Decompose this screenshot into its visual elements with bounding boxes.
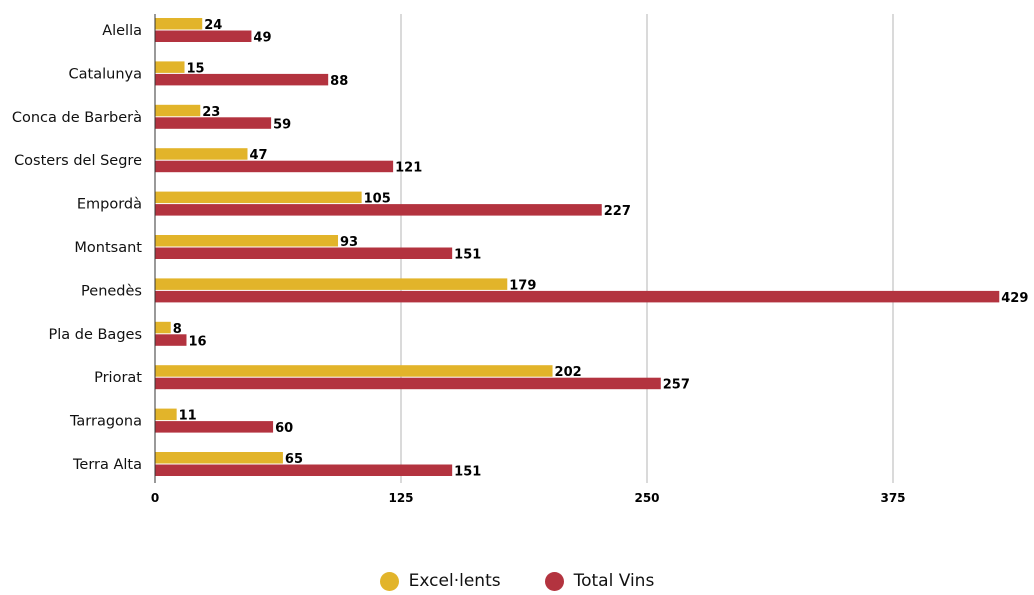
category-label-catalunya: Catalunya [69,66,142,82]
value-label-total-vins-priorat: 257 [663,378,690,393]
value-label-excel-lents-conca-de-barbera: 23 [202,105,220,120]
category-label-costers-del-segre: Costers del Segre [14,153,142,169]
value-label-total-vins-catalunya: 88 [330,74,348,89]
x-tick-label-125: 125 [388,491,413,505]
value-label-excel-lents-emporda: 105 [364,192,391,207]
category-label-alella: Alella [102,23,142,39]
category-label-tarragona: Tarragona [69,414,142,430]
value-label-excel-lents-montsant: 93 [340,235,358,250]
category-label-emporda: Empordà [77,197,142,213]
value-label-excel-lents-pla-de-bages: 8 [173,322,182,337]
bar-total-vins-priorat [155,377,661,390]
bar-total-vins-penedes [155,290,1000,303]
bar-total-vins-alella [155,30,252,42]
value-label-excel-lents-terra-alta: 65 [285,452,303,467]
value-label-total-vins-terra-alta: 151 [454,465,481,480]
bar-excel-lents-costers-del-segre [155,148,248,160]
legend-label-excellents: Excel·lents [408,571,501,591]
bar-excel-lents-penedes [155,278,508,290]
bars [155,18,1000,476]
bar-excel-lents-emporda [155,191,362,204]
value-label-total-vins-penedes: 429 [1001,291,1028,306]
bar-total-vins-pla-de-bages [155,334,187,346]
bar-excel-lents-terra-alta [155,452,283,464]
bar-excel-lents-priorat [155,365,553,377]
category-label-pla-de-bages: Pla de Bages [48,327,142,343]
x-tick-label-0: 0 [151,491,159,505]
x-tick-label-375: 375 [880,491,905,505]
value-label-excel-lents-costers-del-segre: 47 [249,148,267,163]
x-tick-label-250: 250 [634,491,659,505]
bar-excel-lents-alella [155,18,203,30]
category-label-priorat: Priorat [94,370,142,386]
value-label-total-vins-conca-de-barbera: 59 [273,117,291,132]
legend-item-total-vins: Total Vins [544,571,655,591]
legend-item-excellents: Excel·lents [379,571,501,591]
legend: Excel·lents Total Vins [0,567,1034,595]
legend-dot-total-vins [544,571,564,591]
bar-total-vins-conca-de-barbera [155,117,272,129]
value-label-total-vins-alella: 49 [253,31,271,46]
bar-excel-lents-pla-de-bages [155,321,171,334]
bar-excel-lents-montsant [155,235,339,247]
bar-total-vins-terra-alta [155,464,453,476]
value-label-excel-lents-penedes: 179 [509,278,536,293]
value-label-total-vins-emporda: 227 [604,204,631,219]
bar-total-vins-catalunya [155,73,329,86]
category-label-terra-alta: Terra Alta [72,457,142,473]
legend-label-total-vins: Total Vins [573,571,655,591]
value-label-excel-lents-tarragona: 11 [179,409,197,424]
bar-excel-lents-catalunya [155,61,185,73]
value-label-total-vins-montsant: 151 [454,248,481,263]
bar-total-vins-costers-del-segre [155,160,394,173]
value-label-excel-lents-alella: 24 [204,18,222,33]
bar-excel-lents-tarragona [155,408,177,421]
bar-total-vins-emporda [155,204,602,216]
labels: 0 125 250 375 Alella 24 49 Catalunya 15 88 Conca d… [12,18,1029,505]
value-label-excel-lents-priorat: 202 [555,365,582,380]
value-label-total-vins-costers-del-segre: 121 [395,161,422,176]
bar-excel-lents-conca-de-barbera [155,104,201,117]
value-label-total-vins-tarragona: 60 [275,421,293,436]
legend-dot-excellents [379,571,399,591]
bar-total-vins-tarragona [155,421,274,433]
category-label-conca-de-barbera: Conca de Barberà [12,110,142,126]
value-label-total-vins-pla-de-bages: 16 [188,334,206,349]
value-label-excel-lents-catalunya: 15 [187,61,205,76]
bar-total-vins-montsant [155,247,453,259]
category-label-penedes: Penedès [81,283,142,299]
category-label-montsant: Montsant [74,240,142,256]
